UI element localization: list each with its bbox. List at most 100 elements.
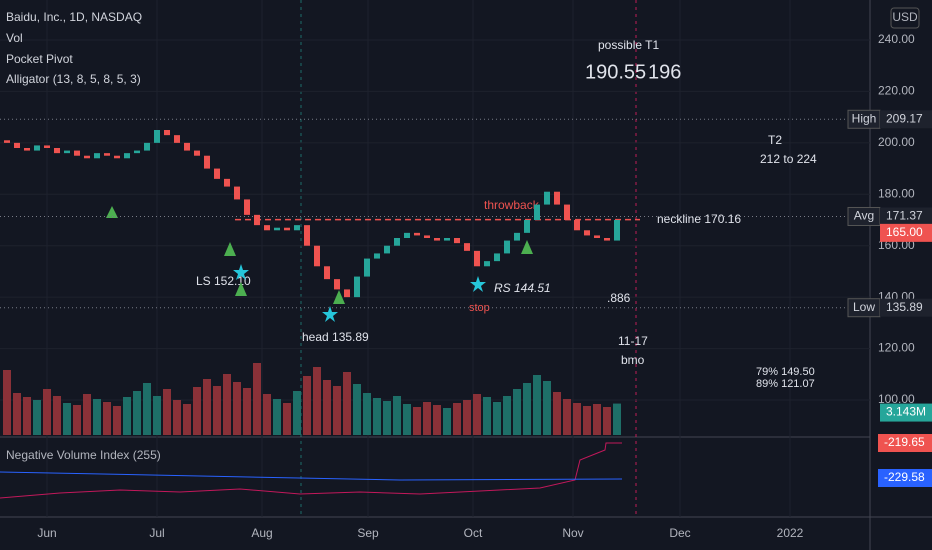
- volume-bar: [73, 405, 81, 435]
- candle: [344, 289, 350, 298]
- candle: [404, 232, 410, 238]
- candle: [264, 225, 270, 231]
- annotation: 196: [648, 61, 681, 83]
- volume-bar: [593, 404, 601, 435]
- candle: [254, 214, 260, 226]
- pivot-marker: [235, 282, 247, 296]
- volume-bar: [123, 397, 131, 435]
- volume-badge-label: 3.143M: [886, 405, 926, 419]
- candle: [434, 237, 440, 241]
- candle: [84, 155, 90, 159]
- candle: [134, 150, 140, 154]
- x-tick-label: Sep: [357, 526, 379, 540]
- volume-bar: [533, 375, 541, 435]
- neckline-label: neckline 170.16: [657, 212, 741, 226]
- candle: [354, 276, 360, 298]
- volume-bar: [563, 399, 571, 435]
- level-value: 135.89: [886, 300, 923, 314]
- annotation: 212 to 224: [760, 152, 817, 166]
- symbol-title: Baidu, Inc., 1D, NASDAQ: [6, 10, 142, 24]
- candle: [144, 142, 150, 151]
- volume-bar: [93, 399, 101, 435]
- volume-bar: [393, 396, 401, 435]
- annotation: throwback: [484, 198, 540, 212]
- volume-bar: [3, 370, 11, 435]
- volume-bar: [353, 384, 361, 435]
- pivot-marker: [521, 240, 533, 254]
- volume-bar: [613, 403, 621, 435]
- candle: [414, 232, 420, 236]
- candle: [604, 237, 610, 241]
- candle: [274, 227, 280, 231]
- candle: [494, 253, 500, 262]
- candle: [174, 135, 180, 143]
- x-tick-label: Oct: [464, 526, 483, 540]
- candle: [464, 243, 470, 251]
- nvi-badge-label: -219.65: [884, 435, 925, 449]
- candle: [44, 145, 50, 149]
- volume-bar: [293, 391, 301, 435]
- candle: [514, 232, 520, 241]
- annotation: head 135.89: [302, 330, 369, 344]
- candle: [454, 237, 460, 244]
- annotation: stop: [469, 302, 490, 314]
- indicator: Vol: [6, 31, 23, 45]
- volume-bar: [453, 403, 461, 435]
- candle: [234, 186, 240, 200]
- star-marker: [233, 264, 249, 280]
- volume-bar: [503, 396, 511, 435]
- volume-bar: [543, 381, 551, 435]
- volume-bar: [283, 403, 291, 435]
- volume-bar: [463, 400, 471, 435]
- candle: [534, 204, 540, 220]
- volume-bar: [423, 402, 431, 435]
- candle: [244, 199, 250, 215]
- volume-bar: [373, 398, 381, 435]
- volume-bar: [333, 386, 341, 435]
- x-tick-label: Nov: [562, 526, 583, 540]
- candle: [504, 240, 510, 254]
- volume-bar: [483, 397, 491, 435]
- volume-bar: [103, 402, 111, 435]
- candle: [614, 220, 620, 241]
- volume-bar: [553, 392, 561, 435]
- volume-bar: [133, 391, 141, 435]
- candle: [164, 130, 170, 136]
- volume-bar: [113, 406, 121, 435]
- y-tick-label: 120.00: [878, 341, 915, 355]
- volume-bar: [303, 376, 311, 435]
- annotation: .886: [607, 291, 631, 305]
- annotation: 190.55: [585, 61, 646, 83]
- candle: [484, 261, 490, 267]
- candle: [544, 191, 550, 205]
- volume-bar: [493, 402, 501, 435]
- volume-bar: [83, 394, 91, 435]
- indicator: Pocket Pivot: [6, 52, 73, 66]
- candle: [554, 191, 560, 205]
- level-name: High: [852, 111, 877, 125]
- volume-bar: [253, 363, 261, 435]
- indicator: Alligator (13, 8, 5, 8, 5, 3): [6, 72, 141, 86]
- volume-bar: [573, 403, 581, 435]
- candle: [334, 279, 340, 290]
- candle: [584, 230, 590, 236]
- candle: [124, 153, 130, 159]
- volume-badge: [880, 403, 932, 422]
- volume-bar: [263, 394, 271, 435]
- currency-box[interactable]: [890, 7, 920, 29]
- y-tick-label: 220.00: [878, 84, 915, 98]
- volume-bar: [243, 388, 251, 435]
- annotation: 89% 121.07: [756, 378, 815, 390]
- candle: [384, 245, 390, 254]
- candle: [74, 150, 80, 156]
- y-tick-label: 100.00: [878, 392, 915, 406]
- nvi-badge: [878, 434, 932, 452]
- volume-bar: [63, 403, 71, 435]
- volume-bar: [383, 401, 391, 435]
- volume-bar: [203, 379, 211, 435]
- candle: [64, 150, 70, 154]
- volume-bar: [143, 383, 151, 435]
- annotation: 79% 149.50: [756, 366, 815, 378]
- nvi-line: [0, 442, 622, 499]
